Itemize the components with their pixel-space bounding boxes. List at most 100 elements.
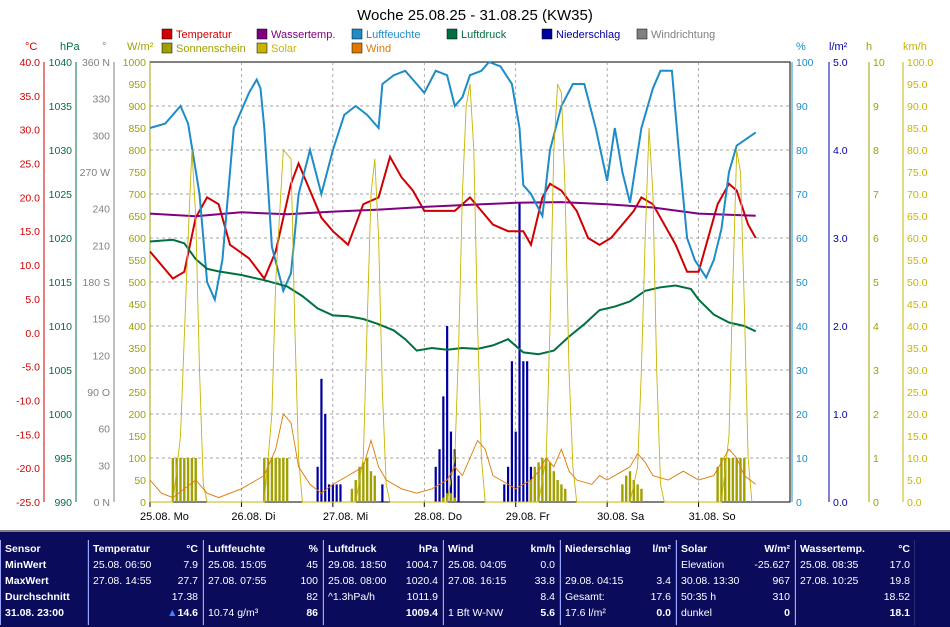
stats-label: 31.08. 23:00: [5, 607, 64, 619]
stats-header: Luftdruck hPa: [328, 543, 438, 558]
stats-row: 18.1: [800, 607, 910, 622]
tick-label-pressure: 1020: [49, 233, 73, 245]
tick-label-pressure: 1030: [49, 145, 73, 157]
tick-label-temp: 10.0: [20, 260, 41, 272]
bar-niederschlag: [510, 361, 514, 502]
tick-label-wind: 60.0: [907, 233, 928, 245]
tick-label-rain: 3.0: [833, 233, 848, 245]
tick-label-winddir: 330: [92, 94, 110, 106]
stats-label: MaxWert: [5, 575, 49, 587]
tick-label-wind: 15.0: [907, 431, 928, 443]
bar-niederschlag: [335, 484, 338, 502]
stats-label: 1 Bft W-NW: [448, 607, 504, 619]
tick-label-temp: 15.0: [20, 226, 41, 238]
stats-header-unit: %: [308, 543, 318, 555]
bar-sonnenschein: [556, 480, 559, 502]
tick-label-wind: 40.0: [907, 321, 928, 333]
axis-unit-temp: °C: [25, 41, 37, 53]
tick-label-winddir: 270 W: [80, 167, 110, 179]
stats-row: 8.4: [448, 591, 555, 606]
stats-header-label: Wassertemp.: [800, 543, 865, 555]
tick-label-rain: 1.0: [833, 409, 848, 421]
tick-label-rain: 2.0: [833, 321, 848, 333]
tick-label-sun: 1: [873, 453, 879, 465]
stats-row: 30.08. 13:30 967: [681, 575, 790, 590]
stats-row: 17.38: [93, 591, 198, 606]
tick-label-solar: 500: [128, 277, 146, 289]
tick-label-rain: 0.0: [833, 497, 848, 509]
tick-label-solar: 900: [128, 101, 146, 113]
tick-label-humidity: 60: [796, 233, 808, 245]
tick-label-winddir: 210: [92, 240, 110, 252]
stats-value: 8.4: [540, 591, 555, 603]
bar-sonnenschein: [369, 471, 373, 502]
axis-unit-wind: km/h: [903, 41, 927, 53]
bar-sonnenschein: [727, 458, 731, 502]
stats-value: 86: [306, 607, 318, 619]
tick-label-winddir: 120: [92, 350, 110, 362]
stats-value: 1004.7: [405, 559, 438, 571]
bar-sonnenschein: [453, 497, 456, 502]
stats-value: 17.38: [171, 591, 198, 603]
tick-label-wind: 90.0: [907, 101, 928, 113]
stats-row: MaxWert: [5, 575, 83, 590]
series-solar: [150, 83, 753, 503]
tick-label-winddir: 90 O: [87, 387, 110, 399]
tick-label-pressure: 1035: [49, 101, 73, 113]
stats-value: 33.8: [534, 575, 555, 587]
tick-label-solar: 750: [128, 167, 146, 179]
stats-header-unit: °C: [186, 543, 198, 555]
stats-row: Elevation -25.627: [681, 559, 790, 574]
stats-label: 29.08. 04:15: [565, 575, 624, 587]
stats-value: 18.1: [889, 607, 910, 619]
bar-sonnenschein: [365, 458, 369, 502]
axis-unit-pressure: hPa: [60, 41, 80, 53]
stats-section: Niederschlag l/m² 29.08. 04:15 3.4 Gesamt: 17…: [560, 540, 676, 625]
stats-header-unit: W/m²: [764, 543, 790, 555]
stats-label: 30.08. 13:30: [681, 575, 740, 587]
tick-label-temp: 5.0: [25, 294, 40, 306]
bar-sonnenschein: [270, 458, 274, 502]
stats-row: 1009.4: [328, 607, 438, 622]
tick-label-wind: 25.0: [907, 387, 928, 399]
bar-niederschlag: [324, 414, 327, 502]
x-tick-label: 30.08. Sa: [597, 511, 645, 523]
tick-label-humidity: 20: [796, 409, 808, 421]
bar-sonnenschein: [445, 493, 449, 502]
axis-unit-rain: l/m²: [829, 41, 848, 53]
tick-label-solar: 800: [128, 145, 146, 157]
stats-row: 27.08. 07:55 100: [208, 575, 318, 590]
tick-label-wind: 20.0: [907, 409, 928, 421]
tick-label-temp: -5.0: [22, 362, 40, 374]
tick-label-pressure: 1010: [49, 321, 73, 333]
bar-sonnenschein: [552, 471, 556, 502]
tick-label-winddir: 300: [92, 130, 110, 142]
bar-niederschlag: [381, 484, 384, 502]
tick-label-humidity: 30: [796, 365, 808, 377]
bar-sonnenschein: [720, 458, 723, 502]
tick-label-winddir: 240: [92, 204, 110, 216]
tick-label-solar: 250: [128, 387, 146, 399]
bar-sonnenschein: [632, 480, 636, 502]
tick-label-temp: 30.0: [20, 125, 41, 137]
tick-label-wind: 30.0: [907, 365, 928, 377]
x-tick-label: 28.08. Do: [414, 511, 462, 523]
tick-label-winddir: 0 N: [94, 497, 110, 509]
bar-sonnenschein: [175, 458, 178, 502]
x-tick-label: 31.08. So: [689, 511, 736, 523]
tick-label-sun: 3: [873, 365, 879, 377]
tick-label-sun: 0: [873, 497, 879, 509]
bar-niederschlag: [514, 431, 517, 502]
legend-label: Windrichtung: [651, 29, 715, 41]
bar-sonnenschein: [354, 480, 357, 502]
stats-row: 29.08. 04:15 3.4: [565, 575, 671, 590]
stats-row: Durchschnitt: [5, 591, 83, 606]
stats-section: Wassertemp. °C 25.08. 08:35 17.0 27.08. 10:2…: [795, 540, 915, 625]
bar-sonnenschein: [731, 458, 735, 502]
tick-label-temp: 25.0: [20, 159, 41, 171]
stats-row: [565, 559, 671, 574]
bar-sonnenschein: [190, 458, 194, 502]
tick-label-temp: 0.0: [25, 328, 40, 340]
x-tick-label: 29.08. Fr: [506, 511, 550, 523]
bar-sonnenschein: [724, 458, 727, 502]
